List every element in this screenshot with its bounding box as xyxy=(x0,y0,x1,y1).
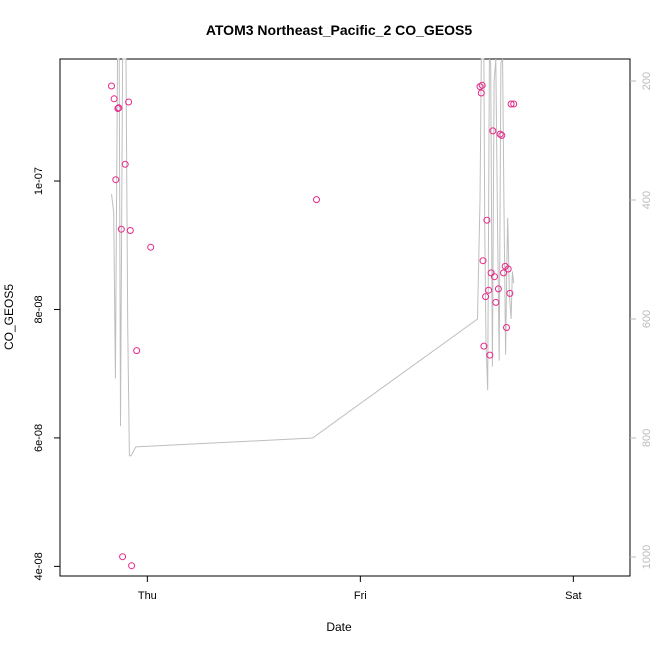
data-point xyxy=(313,196,320,204)
x-tick-label: Thu xyxy=(138,590,157,602)
data-point xyxy=(485,286,493,294)
data-point xyxy=(491,273,498,281)
x-axis-label: Date xyxy=(326,620,352,634)
data-point xyxy=(506,289,514,297)
pressure-line xyxy=(111,58,515,457)
y-tick-label: 8e-08 xyxy=(33,295,45,323)
data-point xyxy=(121,160,129,168)
data-point xyxy=(486,351,494,359)
y-axis: 4e-08 6e-08 8e-08 1e-07 xyxy=(33,167,60,580)
y-tick-label: 4e-08 xyxy=(33,552,45,580)
data-point xyxy=(147,243,155,251)
data-point xyxy=(110,95,118,103)
x-tick-label: Sat xyxy=(565,590,582,602)
y-right-tick-label: 1000 xyxy=(641,545,650,569)
data-point xyxy=(477,89,485,97)
data-point xyxy=(492,298,500,306)
data-point xyxy=(133,347,141,355)
data-point xyxy=(498,131,506,139)
data-point xyxy=(114,105,122,112)
data-point xyxy=(482,293,490,301)
y-right-tick-label: 400 xyxy=(641,191,650,209)
data-point xyxy=(483,216,491,224)
data-point xyxy=(496,130,504,138)
chart-title: ATOM3 Northeast_Pacific_2 CO_GEOS5 xyxy=(206,22,473,38)
data-point xyxy=(489,127,497,135)
data-point xyxy=(500,269,507,277)
data-point xyxy=(494,285,502,293)
data-point xyxy=(126,227,134,234)
data-point xyxy=(108,82,115,90)
data-point xyxy=(479,257,487,265)
x-axis: Thu Fri Sat xyxy=(138,576,582,602)
data-point xyxy=(115,104,123,112)
x-tick-label: Fri xyxy=(354,590,367,602)
y-right-tick-label: 800 xyxy=(641,429,650,447)
data-points xyxy=(108,81,518,570)
data-point xyxy=(112,176,120,184)
data-point xyxy=(125,98,133,106)
data-point xyxy=(128,562,136,570)
data-point xyxy=(504,265,512,273)
y-right-tick-label: 200 xyxy=(641,72,650,90)
data-point xyxy=(117,225,125,233)
y-right-tick-label: 600 xyxy=(641,310,650,328)
data-point xyxy=(510,100,518,108)
y-tick-label: 1e-07 xyxy=(33,167,45,195)
data-point xyxy=(119,553,127,561)
y-axis-right: 200 400 600 800 1000 xyxy=(630,72,650,569)
plot-frame xyxy=(59,58,631,577)
data-point xyxy=(478,81,486,89)
data-point xyxy=(507,100,515,108)
y-tick-label: 6e-08 xyxy=(33,424,45,452)
pressure-lines xyxy=(111,58,515,457)
y-axis-label: CO_GEOS5 xyxy=(2,284,16,350)
data-point xyxy=(480,342,488,350)
data-point xyxy=(503,324,510,331)
